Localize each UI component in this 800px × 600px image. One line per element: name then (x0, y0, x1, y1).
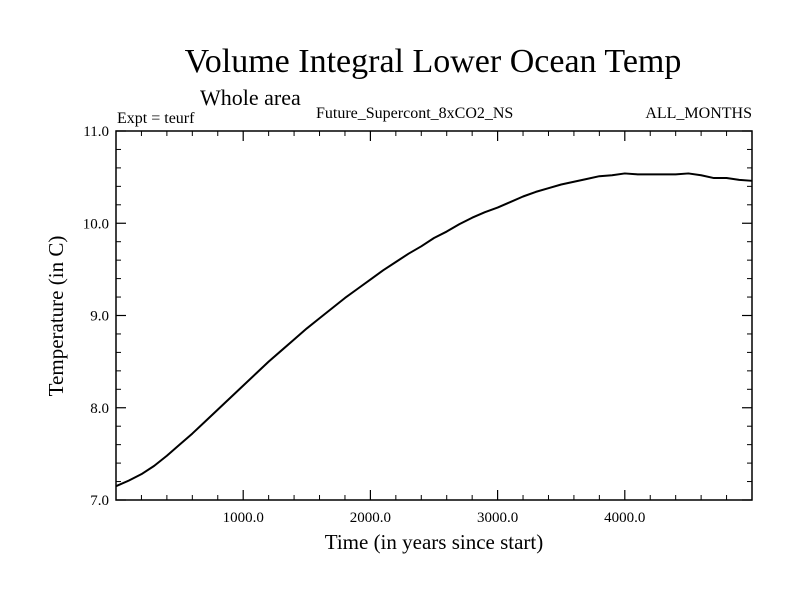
chart-subtitle: Whole area (200, 85, 301, 110)
x-tick-label: 1000.0 (223, 510, 264, 526)
series-line (115, 172, 753, 488)
series-layer (115, 172, 753, 488)
run-label: Future_Supercont_8xCO2_NS (316, 105, 513, 122)
plot-frame (115, 130, 753, 501)
y-axis-ticks: 7.0 8.0 9.0 10.0 11.0 (83, 124, 752, 509)
period-label: ALL_MONTHS (645, 105, 752, 122)
y-tick-label: 7.0 (90, 493, 109, 509)
x-axis-ticks: 1000.0 2000.0 3000.0 4000.0 (140, 131, 728, 526)
y-tick-label: 9.0 (90, 309, 109, 325)
chart-title: Volume Integral Lower Ocean Temp (185, 43, 682, 80)
y-tick-label: 10.0 (83, 216, 109, 232)
y-tick-label: 8.0 (90, 401, 109, 417)
experiment-label: Expt = teurf (117, 110, 195, 127)
x-tick-label: 3000.0 (477, 510, 518, 526)
y-tick-label: 11.0 (83, 124, 109, 140)
x-tick-label: 2000.0 (350, 510, 391, 526)
x-axis-label: Time (in years since start) (325, 530, 544, 554)
y-axis-label: Temperature (in C) (44, 236, 68, 397)
x-tick-label: 4000.0 (604, 510, 645, 526)
